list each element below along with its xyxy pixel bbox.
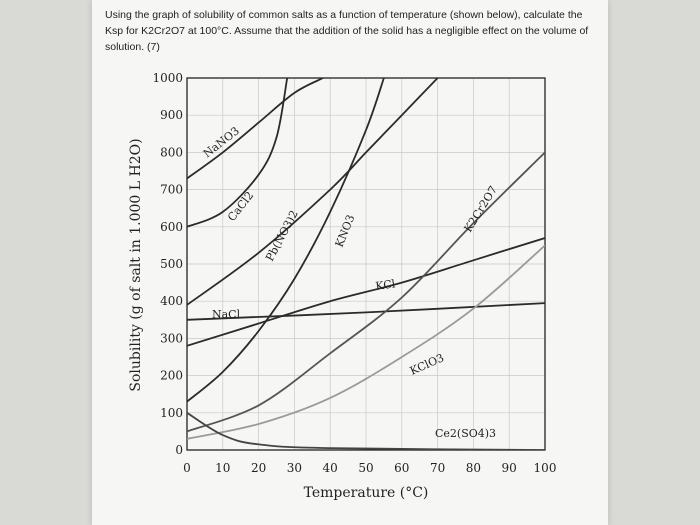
y-tick-label: 500 bbox=[160, 257, 183, 271]
curve-label: Ce2(SO4)3 bbox=[435, 427, 496, 440]
x-tick-label: 40 bbox=[323, 461, 338, 475]
question-text: Using the graph of solubility of common … bbox=[105, 9, 589, 53]
curve-label: KNO3 bbox=[333, 213, 358, 249]
x-tick-label: 60 bbox=[394, 461, 409, 475]
series-nano3-line bbox=[187, 78, 324, 180]
curve-label: KCl bbox=[375, 277, 397, 293]
x-tick-label: 20 bbox=[251, 461, 266, 475]
series-kcl-line bbox=[187, 237, 545, 347]
series-cacl2-line bbox=[187, 78, 289, 228]
series-ce2-so4-3-line bbox=[187, 412, 545, 450]
y-tick-labels: 0 100 200 300 400 500 600 700 800 900 1000 bbox=[152, 71, 183, 457]
question-card: Using the graph of solubility of common … bbox=[92, 0, 608, 525]
x-tick-label: 50 bbox=[358, 461, 373, 475]
x-tick-label: 70 bbox=[430, 461, 445, 475]
x-tick-label: 90 bbox=[502, 461, 517, 475]
series-k2cr2o7-line bbox=[187, 151, 545, 433]
y-tick-label: 100 bbox=[160, 406, 183, 420]
y-tick-label: 800 bbox=[160, 145, 183, 159]
curve-label: Pb(NO3)2 bbox=[263, 208, 301, 263]
plot-frame bbox=[186, 77, 546, 451]
y-axis-label: Solubility (g of salt in 1.000 L H2O) bbox=[128, 138, 144, 391]
x-tick-label: 100 bbox=[534, 461, 557, 475]
y-tick-label: 300 bbox=[160, 331, 183, 345]
x-tick-labels: 0 10 20 30 40 50 60 70 80 90 100 bbox=[183, 461, 556, 475]
series-kno3-line bbox=[187, 78, 385, 403]
curve-label: NaCl bbox=[212, 308, 241, 321]
x-tick-label: 30 bbox=[287, 461, 302, 475]
y-tick-label: 0 bbox=[175, 443, 183, 457]
curve-label: KClO3 bbox=[408, 351, 446, 377]
series-nacl-line bbox=[187, 302, 545, 321]
y-tick-label: 600 bbox=[160, 220, 183, 234]
x-tick-label: 0 bbox=[183, 461, 191, 475]
y-tick-label: 900 bbox=[160, 108, 183, 122]
series-kclo3-line bbox=[187, 244, 545, 440]
grid-lines bbox=[186, 77, 546, 451]
y-tick-label: 200 bbox=[160, 369, 183, 383]
series-pb-no3-2-line bbox=[187, 78, 439, 306]
x-tick-label: 10 bbox=[215, 461, 230, 475]
x-tick-label: 80 bbox=[466, 461, 481, 475]
curves bbox=[187, 78, 545, 450]
y-tick-label: 400 bbox=[160, 294, 183, 308]
x-axis-label: Temperature (°C) bbox=[304, 485, 429, 501]
y-tick-label: 1000 bbox=[152, 71, 183, 85]
y-tick-label: 700 bbox=[160, 183, 183, 197]
